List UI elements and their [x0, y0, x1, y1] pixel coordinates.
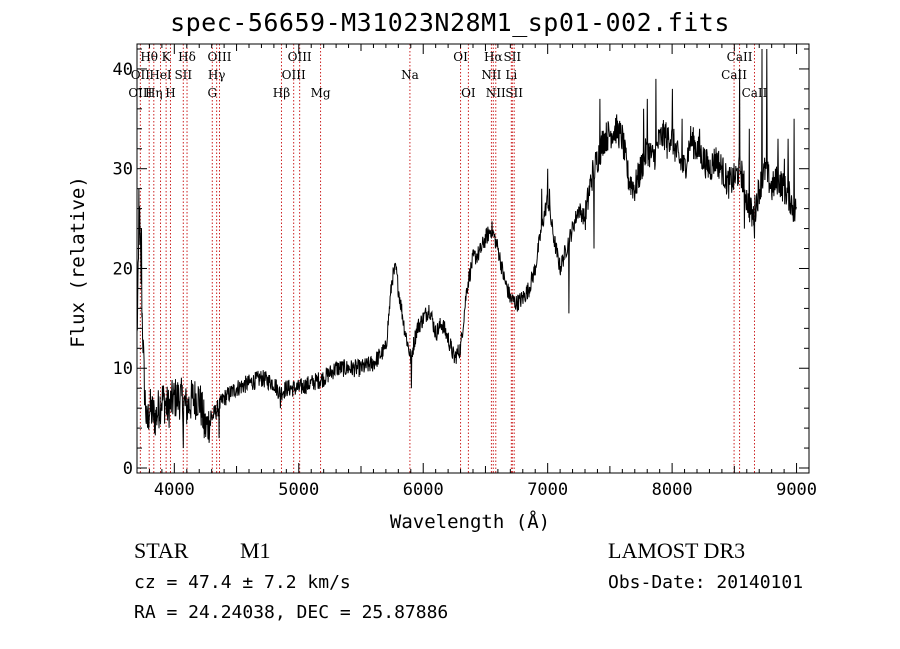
redshift-value: cz = 47.4 ± 7.2 km/s — [134, 572, 351, 593]
x-axis-label: Wavelength (Å) — [389, 511, 551, 533]
line-label: OI — [453, 50, 468, 64]
line-label: Hθ — [140, 50, 158, 64]
line-label: Hη — [145, 86, 163, 100]
line-label: OIII — [288, 50, 312, 64]
line-label: OI — [461, 86, 476, 100]
plot-frame — [136, 43, 810, 474]
line-label: Mg — [311, 86, 331, 100]
line-label: OII — [131, 68, 151, 82]
line-label: H — [165, 86, 175, 100]
x-tick-label: 8000 — [652, 480, 693, 500]
spectrum-layer — [136, 48, 797, 449]
object-subclass: M1 — [240, 538, 271, 563]
axes-layer: 4000 5000 6000 7000 8000 9000 0 10 20 30 40 — [113, 43, 817, 500]
line-label: OIII — [128, 86, 152, 100]
x-tick-label: 9000 — [776, 480, 817, 500]
object-class: STAR — [134, 538, 189, 563]
line-label: K — [162, 50, 172, 64]
line-label: CaII — [721, 68, 747, 82]
line-label: G — [207, 86, 217, 100]
line-label: HeI — [149, 68, 172, 82]
x-tick-label: 5000 — [278, 480, 319, 500]
line-label: OIII — [282, 68, 306, 82]
line-label: NII — [486, 86, 506, 100]
x-tick-label: 4000 — [154, 480, 195, 500]
y-tick-label: 0 — [123, 459, 133, 479]
line-label: Hγ — [208, 68, 226, 82]
line-label: OIII — [207, 50, 231, 64]
spectrum-trace — [136, 48, 797, 449]
line-label: CaII — [742, 86, 768, 100]
y-axis-label: Flux (relative) — [67, 176, 89, 348]
y-tick-label: 10 — [113, 359, 133, 379]
survey-name: LAMOST DR3 — [608, 538, 746, 563]
line-label: Hβ — [273, 86, 290, 100]
line-label: NII — [481, 68, 501, 82]
x-tick-label: 6000 — [403, 480, 444, 500]
y-tick-label: 20 — [113, 259, 133, 279]
line-marker-layer — [139, 44, 755, 473]
line-label: Hδ — [178, 50, 196, 64]
line-label: SII — [505, 86, 523, 100]
y-tick-label: 40 — [113, 60, 133, 80]
x-tick-label: 7000 — [527, 480, 568, 500]
line-label: SII — [174, 68, 192, 82]
coordinates: RA = 24.24038, DEC = 25.87886 — [134, 602, 449, 623]
y-tick-label: 30 — [113, 160, 133, 180]
chart-title: spec-56659-M31023N28M1_sp01-002.fits — [170, 8, 730, 37]
line-label-layer: Hθ OII OIII K HeI Hη Hδ SII H OIII Hγ G Hβ OIII OIII Mg… — [128, 50, 767, 100]
line-label: Hα — [484, 50, 503, 64]
line-label: SII — [503, 50, 521, 64]
line-label: CaII — [727, 50, 753, 64]
observation-date: Obs-Date: 20140101 — [608, 572, 804, 593]
line-label: Li — [505, 68, 517, 82]
line-label: Na — [401, 68, 419, 82]
